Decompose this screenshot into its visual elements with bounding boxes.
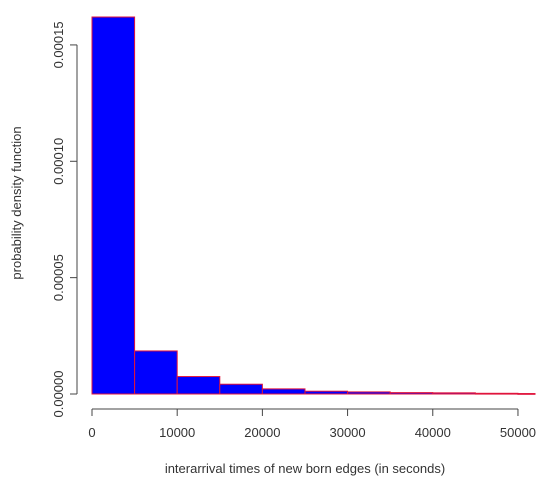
x-tick-label-4: 40000: [415, 425, 451, 440]
x-tick-label-0: 0: [88, 425, 95, 440]
x-tick-label-2: 20000: [244, 425, 280, 440]
histogram-bar-0: [91, 16, 136, 395]
histogram-bar-10: [517, 393, 536, 395]
x-tick-label-1: 10000: [159, 425, 195, 440]
histogram-bar-4: [261, 388, 306, 395]
y-tick-label-0: 0.00000: [51, 371, 66, 418]
histogram-bar-2: [176, 376, 221, 395]
histogram-bar-5: [304, 390, 349, 395]
histogram-bar-6: [347, 391, 391, 395]
y-tick-label-2: 0.00010: [51, 138, 66, 185]
histogram-bar-1: [134, 350, 178, 395]
y-axis-title: probability density function: [9, 126, 24, 279]
histogram-bars: [91, 16, 536, 395]
y-tick-label-1: 0.00005: [51, 254, 66, 301]
x-tick-label-5: 50000: [500, 425, 536, 440]
histogram-bar-7: [389, 392, 434, 395]
histogram-bar-8: [432, 392, 476, 395]
x-axis-title: interarrival times of new born edges (in…: [165, 461, 445, 476]
histogram-bar-9: [474, 392, 519, 395]
histogram-bar-3: [219, 383, 263, 395]
y-tick-label-3: 0.00015: [51, 21, 66, 68]
x-tick-label-3: 30000: [329, 425, 365, 440]
x-axis: 0 10000 20000 30000 40000 50000: [88, 408, 536, 440]
y-axis: 0.00000 0.00005 0.00010 0.00015: [51, 21, 78, 418]
